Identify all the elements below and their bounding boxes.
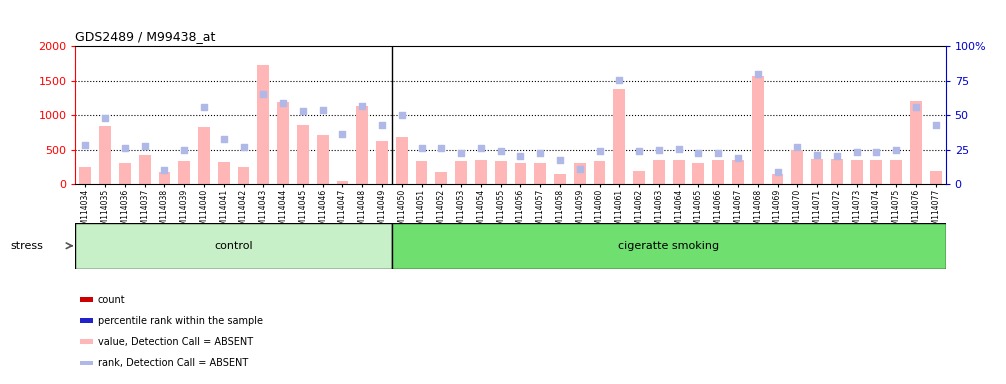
Point xyxy=(592,148,608,154)
Point xyxy=(532,149,548,156)
Bar xyxy=(692,162,704,184)
Point xyxy=(571,166,588,172)
Point xyxy=(849,149,865,155)
Point xyxy=(790,144,806,150)
Point xyxy=(117,145,133,151)
Bar xyxy=(356,106,368,184)
Bar xyxy=(772,174,784,184)
Bar xyxy=(297,125,309,184)
Text: rank, Detection Call = ABSENT: rank, Detection Call = ABSENT xyxy=(98,358,247,368)
Point xyxy=(374,122,390,128)
Bar xyxy=(614,89,626,184)
Point xyxy=(315,107,331,113)
Bar xyxy=(732,161,743,184)
Point xyxy=(809,152,825,158)
Point xyxy=(97,115,113,121)
Point xyxy=(710,150,726,156)
Bar xyxy=(415,161,428,184)
Bar xyxy=(237,167,249,184)
Bar xyxy=(633,171,645,184)
Bar xyxy=(159,172,170,184)
Bar xyxy=(455,161,467,184)
Point xyxy=(334,131,350,137)
Point xyxy=(512,153,528,159)
Point xyxy=(77,142,94,148)
Point xyxy=(829,152,845,159)
Point xyxy=(651,147,667,154)
Bar xyxy=(278,103,289,184)
Text: count: count xyxy=(98,295,125,305)
Bar xyxy=(495,161,507,184)
Point xyxy=(215,136,231,142)
Bar xyxy=(218,162,229,184)
Bar xyxy=(100,126,111,184)
Bar xyxy=(831,159,843,184)
Text: control: control xyxy=(214,241,253,251)
Point xyxy=(868,149,884,155)
Bar xyxy=(792,150,803,184)
Bar xyxy=(119,163,131,184)
Bar xyxy=(751,76,764,184)
Bar xyxy=(573,163,585,184)
Point xyxy=(690,149,706,156)
Bar xyxy=(178,161,190,184)
Text: value, Detection Call = ABSENT: value, Detection Call = ABSENT xyxy=(98,337,253,347)
Bar xyxy=(514,163,526,184)
Point xyxy=(275,100,291,106)
Point xyxy=(176,147,192,154)
Point xyxy=(473,145,489,151)
Point xyxy=(453,149,469,156)
Point xyxy=(256,91,272,97)
Bar xyxy=(712,160,724,184)
Bar xyxy=(376,141,388,184)
Point xyxy=(393,111,409,118)
Bar xyxy=(594,161,606,184)
Bar xyxy=(75,223,392,269)
Point xyxy=(552,157,568,163)
Point xyxy=(235,144,252,150)
Point xyxy=(749,71,766,78)
Point xyxy=(908,104,925,110)
Bar xyxy=(258,65,270,184)
Point xyxy=(413,145,430,151)
Point xyxy=(928,122,944,128)
Text: GDS2489 / M99438_at: GDS2489 / M99438_at xyxy=(75,30,216,43)
Bar xyxy=(870,160,882,184)
Bar xyxy=(890,161,902,184)
Point xyxy=(631,148,647,154)
Bar xyxy=(317,134,329,184)
Point xyxy=(156,167,172,173)
Bar xyxy=(475,161,487,184)
Bar xyxy=(534,163,546,184)
Bar xyxy=(198,127,210,184)
Bar xyxy=(79,167,92,184)
Point xyxy=(137,142,153,149)
Point xyxy=(671,146,687,152)
Bar xyxy=(910,101,921,184)
Point xyxy=(354,103,370,109)
Bar xyxy=(653,161,665,184)
Bar xyxy=(554,174,566,184)
Bar xyxy=(673,160,684,184)
Point xyxy=(612,77,628,83)
Bar xyxy=(851,161,862,184)
Bar xyxy=(336,181,348,184)
Point xyxy=(770,169,786,175)
Point xyxy=(888,147,904,153)
Bar xyxy=(392,223,946,269)
Point xyxy=(434,145,450,151)
Point xyxy=(730,155,746,161)
Bar xyxy=(930,171,942,184)
Point xyxy=(196,104,212,110)
Bar xyxy=(436,172,448,184)
Bar xyxy=(811,159,823,184)
Text: cigeratte smoking: cigeratte smoking xyxy=(619,241,719,251)
Point xyxy=(493,148,509,154)
Bar xyxy=(139,155,151,184)
Text: percentile rank within the sample: percentile rank within the sample xyxy=(98,316,263,326)
Point xyxy=(295,108,311,114)
Text: stress: stress xyxy=(10,241,43,251)
Bar xyxy=(395,137,407,184)
